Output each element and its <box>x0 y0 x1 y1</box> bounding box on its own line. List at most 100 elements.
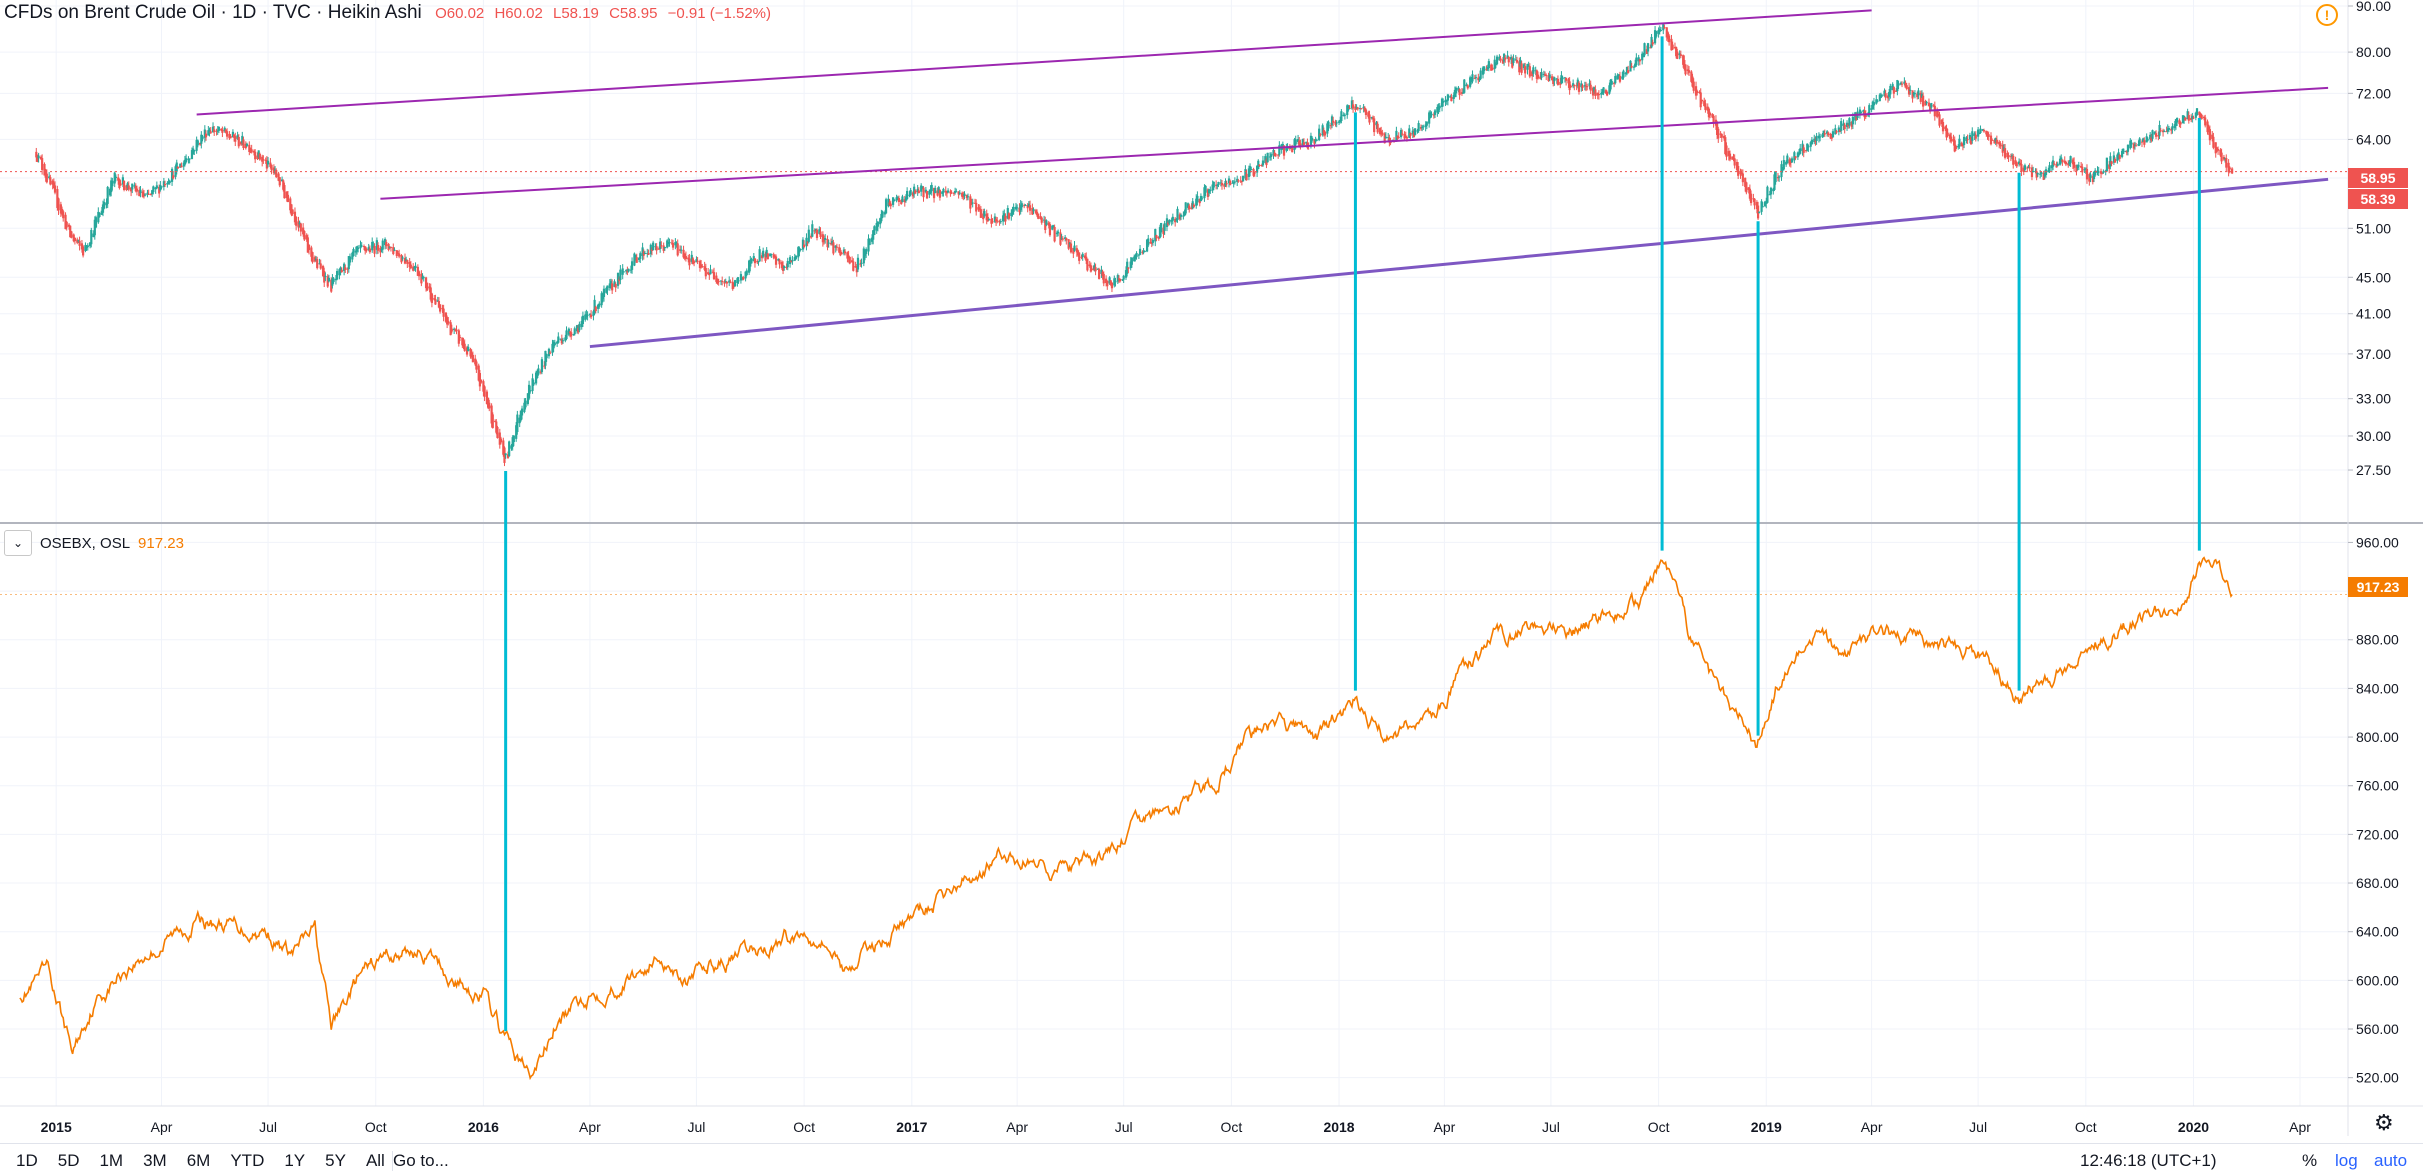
candle-body <box>373 245 376 254</box>
candle-body <box>985 213 988 221</box>
time-tick-label: 2019 <box>1751 1119 1782 1135</box>
candle-body <box>921 186 924 189</box>
candle-body <box>1843 124 1846 130</box>
candle-body <box>1047 222 1050 226</box>
candle-body <box>1911 90 1914 99</box>
range-1y[interactable]: 1Y <box>284 1151 306 1170</box>
candle-body <box>1850 121 1853 127</box>
clock-timezone[interactable]: 12:46:18 (UTC+1) <box>2080 1151 2217 1170</box>
candle-body <box>1319 134 1322 136</box>
candle-body <box>2176 117 2179 123</box>
candle-body <box>1643 43 1646 56</box>
candle-body <box>330 279 333 292</box>
candle-body <box>1137 254 1140 256</box>
candle-body <box>1465 84 1468 87</box>
candle-body <box>1749 193 1753 204</box>
candle-body <box>1622 70 1625 78</box>
candle-body <box>1225 183 1228 185</box>
candle-body <box>1772 188 1775 192</box>
candle-body <box>822 238 826 242</box>
candle-body <box>1522 64 1526 69</box>
candle-body <box>393 249 396 251</box>
candle-body <box>1339 119 1342 123</box>
price-tick-label: 520.00 <box>2356 1070 2399 1086</box>
range-1d[interactable]: 1D <box>16 1151 38 1170</box>
candle-body <box>622 271 625 273</box>
osebx-legend-value: 917.23 <box>138 534 184 552</box>
candle-body <box>1568 81 1571 91</box>
candle-body <box>2116 154 2119 161</box>
candle-body <box>1663 27 1666 29</box>
candle-body <box>630 261 634 270</box>
goto-button[interactable]: Go to... <box>392 1151 449 1171</box>
candle-body <box>216 130 219 132</box>
candle-body <box>241 135 244 144</box>
price-tick-label: 640.00 <box>2356 924 2399 940</box>
candle-body <box>1265 159 1268 166</box>
lower-pane-legend: ⌄ OSEBX, OSL 917.23 <box>4 530 184 556</box>
candle-body <box>1184 202 1187 214</box>
candle-body <box>687 257 690 260</box>
candle-body <box>1962 136 1966 146</box>
range-ytd[interactable]: YTD <box>230 1151 265 1170</box>
candle-body <box>2173 124 2176 128</box>
candle-body <box>1872 102 1876 106</box>
candle-body <box>234 136 237 142</box>
candle-body <box>633 253 636 266</box>
candle-body <box>1510 57 1513 60</box>
candle-body <box>93 219 96 236</box>
candle-body <box>1989 135 1993 145</box>
candle-body <box>637 257 641 260</box>
percent-scale-toggle[interactable]: % <box>2302 1151 2318 1170</box>
candle-body <box>420 273 423 284</box>
candle-body <box>701 265 704 267</box>
candle-body <box>1708 112 1712 116</box>
candle-body <box>999 221 1002 223</box>
candle-body <box>1827 132 1830 136</box>
symbol-title[interactable]: CFDs on Brent Crude Oil · 1D · TVC · Hei… <box>4 2 422 23</box>
candle-body <box>597 304 600 309</box>
candle-body <box>1206 189 1210 197</box>
osebx-legend-name[interactable]: OSEBX, OSL <box>40 534 131 552</box>
log-scale-toggle[interactable]: log <box>2335 1151 2358 1170</box>
candle-body <box>791 260 794 262</box>
candle-body <box>1408 128 1411 138</box>
candle-body <box>141 191 144 197</box>
chart-canvas[interactable]: 90.0080.0072.0064.0058.0051.0045.0041.00… <box>0 0 2423 1143</box>
range-3m[interactable]: 3M <box>143 1151 167 1170</box>
candle-body <box>745 270 748 275</box>
range-all[interactable]: All <box>365 1151 385 1170</box>
candle-body <box>1973 133 1976 137</box>
candle-body <box>1450 96 1453 102</box>
candle-body <box>821 234 824 243</box>
candle-body <box>1799 148 1802 154</box>
candle-body <box>1332 120 1335 123</box>
candle-body <box>371 241 374 251</box>
gear-icon[interactable]: ⚙ <box>2374 1110 2394 1135</box>
candle-body <box>1470 80 1473 83</box>
candle-body <box>875 222 878 231</box>
candle-body <box>684 256 688 259</box>
range-5d[interactable]: 5D <box>57 1151 80 1170</box>
candle-body <box>942 188 945 193</box>
candle-body <box>805 237 808 246</box>
candle-body <box>1171 216 1174 221</box>
range-5y[interactable]: 5Y <box>325 1151 346 1170</box>
candle-body <box>1851 116 1854 125</box>
candle-body <box>2089 174 2092 178</box>
candle-body <box>1690 71 1693 82</box>
chevron-down-icon[interactable]: ⌄ <box>4 530 32 556</box>
candle-body <box>1278 145 1281 155</box>
candle-body <box>127 185 130 190</box>
range-1m[interactable]: 1M <box>99 1151 124 1170</box>
candle-body <box>1545 75 1548 77</box>
candle-body <box>1060 238 1063 240</box>
auto-scale-toggle[interactable]: auto <box>2374 1151 2408 1170</box>
candle-body <box>2199 113 2202 117</box>
candle-body <box>1528 66 1531 77</box>
alert-clock-icon[interactable]: ! <box>2316 4 2338 26</box>
candle-body <box>1888 91 1891 97</box>
candle-body <box>2067 163 2070 166</box>
range-6m[interactable]: 6M <box>186 1151 211 1170</box>
candle-body <box>1080 256 1083 258</box>
